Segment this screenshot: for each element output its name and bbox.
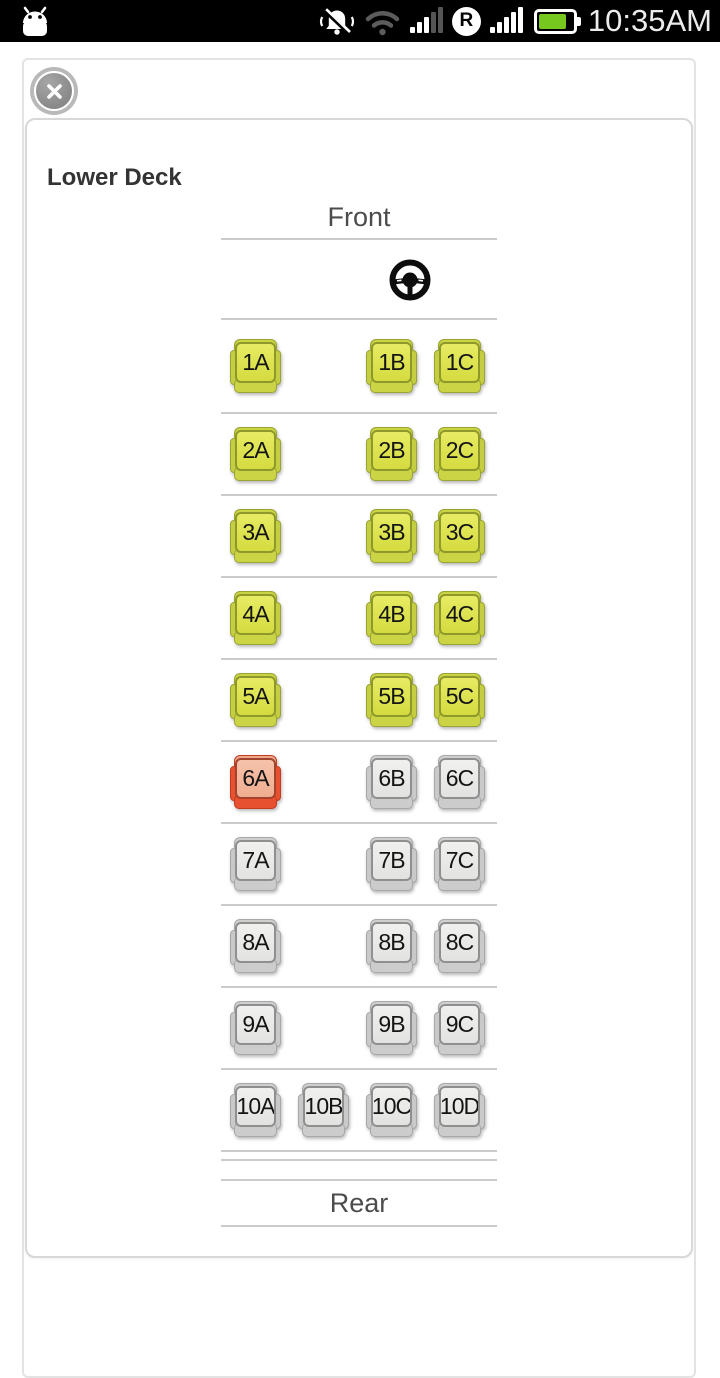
seat-label: 1B — [371, 342, 412, 383]
rear-label: Rear — [329, 1187, 389, 1218]
seat-6A[interactable]: 6A — [230, 755, 281, 809]
seat-label: 2B — [371, 430, 412, 471]
seat-label: 5A — [235, 676, 276, 717]
seat-label: 2C — [439, 430, 480, 471]
seat-label: 10A — [235, 1086, 276, 1127]
seat-label: 8A — [235, 922, 276, 963]
android-logo-icon — [14, 6, 56, 37]
seat-label: 6C — [439, 758, 480, 799]
seat-3B[interactable]: 3B — [366, 509, 417, 563]
seat-5C[interactable]: 5C — [434, 673, 485, 727]
seat-label: 3A — [235, 512, 276, 553]
seat-7A[interactable]: 7A — [230, 837, 281, 891]
seat-6B[interactable]: 6B — [366, 755, 417, 809]
seat-label: 6A — [235, 758, 276, 799]
vibrate-silent-icon — [319, 6, 355, 37]
seat-9B[interactable]: 9B — [366, 1001, 417, 1055]
seat-row-7: 7A 7B 7C — [221, 824, 497, 906]
seat-label: 5B — [371, 676, 412, 717]
seat-10A[interactable]: 10A — [230, 1083, 281, 1137]
seat-label: 8C — [439, 922, 480, 963]
seat-9A[interactable]: 9A — [230, 1001, 281, 1055]
wifi-icon — [364, 7, 401, 36]
seat-label: 8B — [371, 922, 412, 963]
seat-label: 10D — [439, 1086, 480, 1127]
seat-label: 7C — [439, 840, 480, 881]
seat-row-3: 3A 3B 3C — [221, 496, 497, 578]
seat-10D[interactable]: 10D — [434, 1083, 485, 1137]
seat-8B[interactable]: 8B — [366, 919, 417, 973]
status-bar-time: 10:35AM — [587, 3, 712, 38]
battery-level — [538, 13, 566, 29]
seat-row-5: 5A 5B 5C — [221, 660, 497, 742]
seat-2C[interactable]: 2C — [434, 427, 485, 481]
signal-strength-sim2-icon — [489, 7, 523, 33]
deck-card: Lower Deck Front — [25, 118, 693, 1258]
seat-5A[interactable]: 5A — [230, 673, 281, 727]
seat-7B[interactable]: 7B — [366, 837, 417, 891]
rear-spacer-1 — [221, 1152, 497, 1161]
deck-title: Lower Deck — [47, 164, 182, 191]
seat-7C[interactable]: 7C — [434, 837, 485, 891]
close-button[interactable] — [34, 71, 74, 111]
front-label: Front — [327, 201, 391, 232]
seat-10C[interactable]: 10C — [366, 1083, 417, 1137]
seat-label: 4A — [235, 594, 276, 635]
seat-1A[interactable]: 1A — [230, 339, 281, 393]
seat-3C[interactable]: 3C — [434, 509, 485, 563]
seat-9C[interactable]: 9C — [434, 1001, 485, 1055]
page-background: Lower Deck Front — [0, 42, 720, 1378]
seat-label: 7B — [371, 840, 412, 881]
seat-8C[interactable]: 8C — [434, 919, 485, 973]
seat-label: 9A — [235, 1004, 276, 1045]
seat-row-2: 2A 2B 2C — [221, 414, 497, 496]
seat-label: 1A — [235, 342, 276, 383]
seat-10B[interactable]: 10B — [298, 1083, 349, 1137]
close-icon — [46, 83, 62, 99]
steering-wheel-icon — [389, 259, 431, 301]
front-label-row: Front — [221, 196, 497, 240]
seat-label: 9B — [371, 1004, 412, 1045]
seat-label: 3B — [371, 512, 412, 553]
seat-2A[interactable]: 2A — [230, 427, 281, 481]
seat-label: 1C — [439, 342, 480, 383]
roaming-r-icon: R — [451, 6, 481, 36]
battery-icon — [533, 8, 581, 34]
seat-label: 3C — [439, 512, 480, 553]
seatmap-overlay-card: Lower Deck Front — [22, 58, 696, 1378]
driver-row — [221, 240, 497, 320]
status-bar: R 10:35AM — [0, 0, 720, 42]
seat-label: 4B — [371, 594, 412, 635]
seat-3A[interactable]: 3A — [230, 509, 281, 563]
seat-label: 9C — [439, 1004, 480, 1045]
seat-5B[interactable]: 5B — [366, 673, 417, 727]
seat-label: 10B — [303, 1086, 344, 1127]
seat-row-9: 9A 9B 9C — [221, 988, 497, 1070]
rear-label-row: Rear — [221, 1181, 497, 1227]
seat-row-10: 10A 10B 10C 10D — [221, 1070, 497, 1152]
seat-grid: 1A 1B 1C 2A 2B 2C 3A 3B 3C 4A 4B 4C 5A 5B 5C 6A 6B 6C 7A 7B… — [221, 320, 497, 1152]
signal-strength-sim1-icon — [409, 7, 443, 33]
seat-6C[interactable]: 6C — [434, 755, 485, 809]
seat-label: 6B — [371, 758, 412, 799]
seat-row-1: 1A 1B 1C — [221, 320, 497, 414]
seat-2B[interactable]: 2B — [366, 427, 417, 481]
seat-1B[interactable]: 1B — [366, 339, 417, 393]
seat-4C[interactable]: 4C — [434, 591, 485, 645]
seat-4A[interactable]: 4A — [230, 591, 281, 645]
seat-row-4: 4A 4B 4C — [221, 578, 497, 660]
rear-spacer-2 — [221, 1161, 497, 1181]
seat-1C[interactable]: 1C — [434, 339, 485, 393]
seat-row-6: 6A 6B 6C — [221, 742, 497, 824]
seat-label: 5C — [439, 676, 480, 717]
seat-4B[interactable]: 4B — [366, 591, 417, 645]
bus-layout: Front — [221, 196, 497, 1227]
seat-label: 7A — [235, 840, 276, 881]
seat-label: 2A — [235, 430, 276, 471]
seat-8A[interactable]: 8A — [230, 919, 281, 973]
seat-label: 10C — [371, 1086, 412, 1127]
seat-row-8: 8A 8B 8C — [221, 906, 497, 988]
seat-label: 4C — [439, 594, 480, 635]
